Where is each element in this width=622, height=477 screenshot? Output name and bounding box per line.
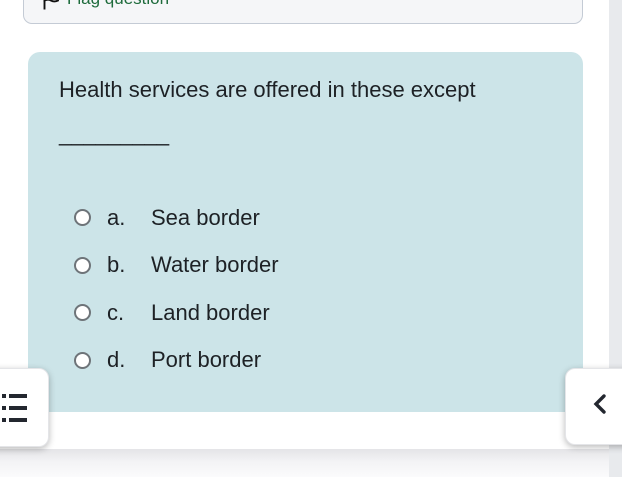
option-row-a[interactable]: a. Sea border xyxy=(28,194,583,242)
question-blank: _________ xyxy=(59,121,170,146)
question-list-button[interactable] xyxy=(0,368,49,447)
option-text: Water border xyxy=(151,252,279,278)
flag-icon xyxy=(41,0,61,10)
option-text: Sea border xyxy=(151,204,260,230)
option-row-b[interactable]: b. Water border xyxy=(28,242,583,290)
question-info-card: Flag question xyxy=(23,0,583,24)
chevron-left-icon xyxy=(588,391,614,422)
question-card: Health services are offered in these exc… xyxy=(28,52,583,412)
question-text: Health services are offered in these exc… xyxy=(59,68,563,156)
flag-question-label: Flag question xyxy=(67,0,169,10)
flag-question-link[interactable]: Flag question xyxy=(41,0,169,10)
radio-option-b[interactable] xyxy=(74,256,91,274)
scrollbar-track[interactable] xyxy=(609,0,622,477)
option-letter: d. xyxy=(107,347,126,373)
option-row-c[interactable]: c. Land border xyxy=(28,289,583,337)
option-text: Land border xyxy=(151,299,270,325)
previous-button[interactable] xyxy=(565,368,622,445)
answer-options: a. Sea border b. Water border c. Land bo… xyxy=(28,194,583,384)
question-text-line: Health services are offered in these exc… xyxy=(59,77,476,102)
option-letter: b. xyxy=(107,252,126,278)
radio-option-a[interactable] xyxy=(74,209,91,227)
radio-option-d[interactable] xyxy=(74,351,91,369)
radio-option-c[interactable] xyxy=(74,304,91,322)
option-letter: a. xyxy=(107,204,126,230)
option-letter: c. xyxy=(107,299,125,325)
page-footer-area xyxy=(0,449,622,477)
option-text: Port border xyxy=(151,347,262,373)
list-icon xyxy=(1,393,27,422)
option-row-d[interactable]: d. Port border xyxy=(28,337,583,385)
